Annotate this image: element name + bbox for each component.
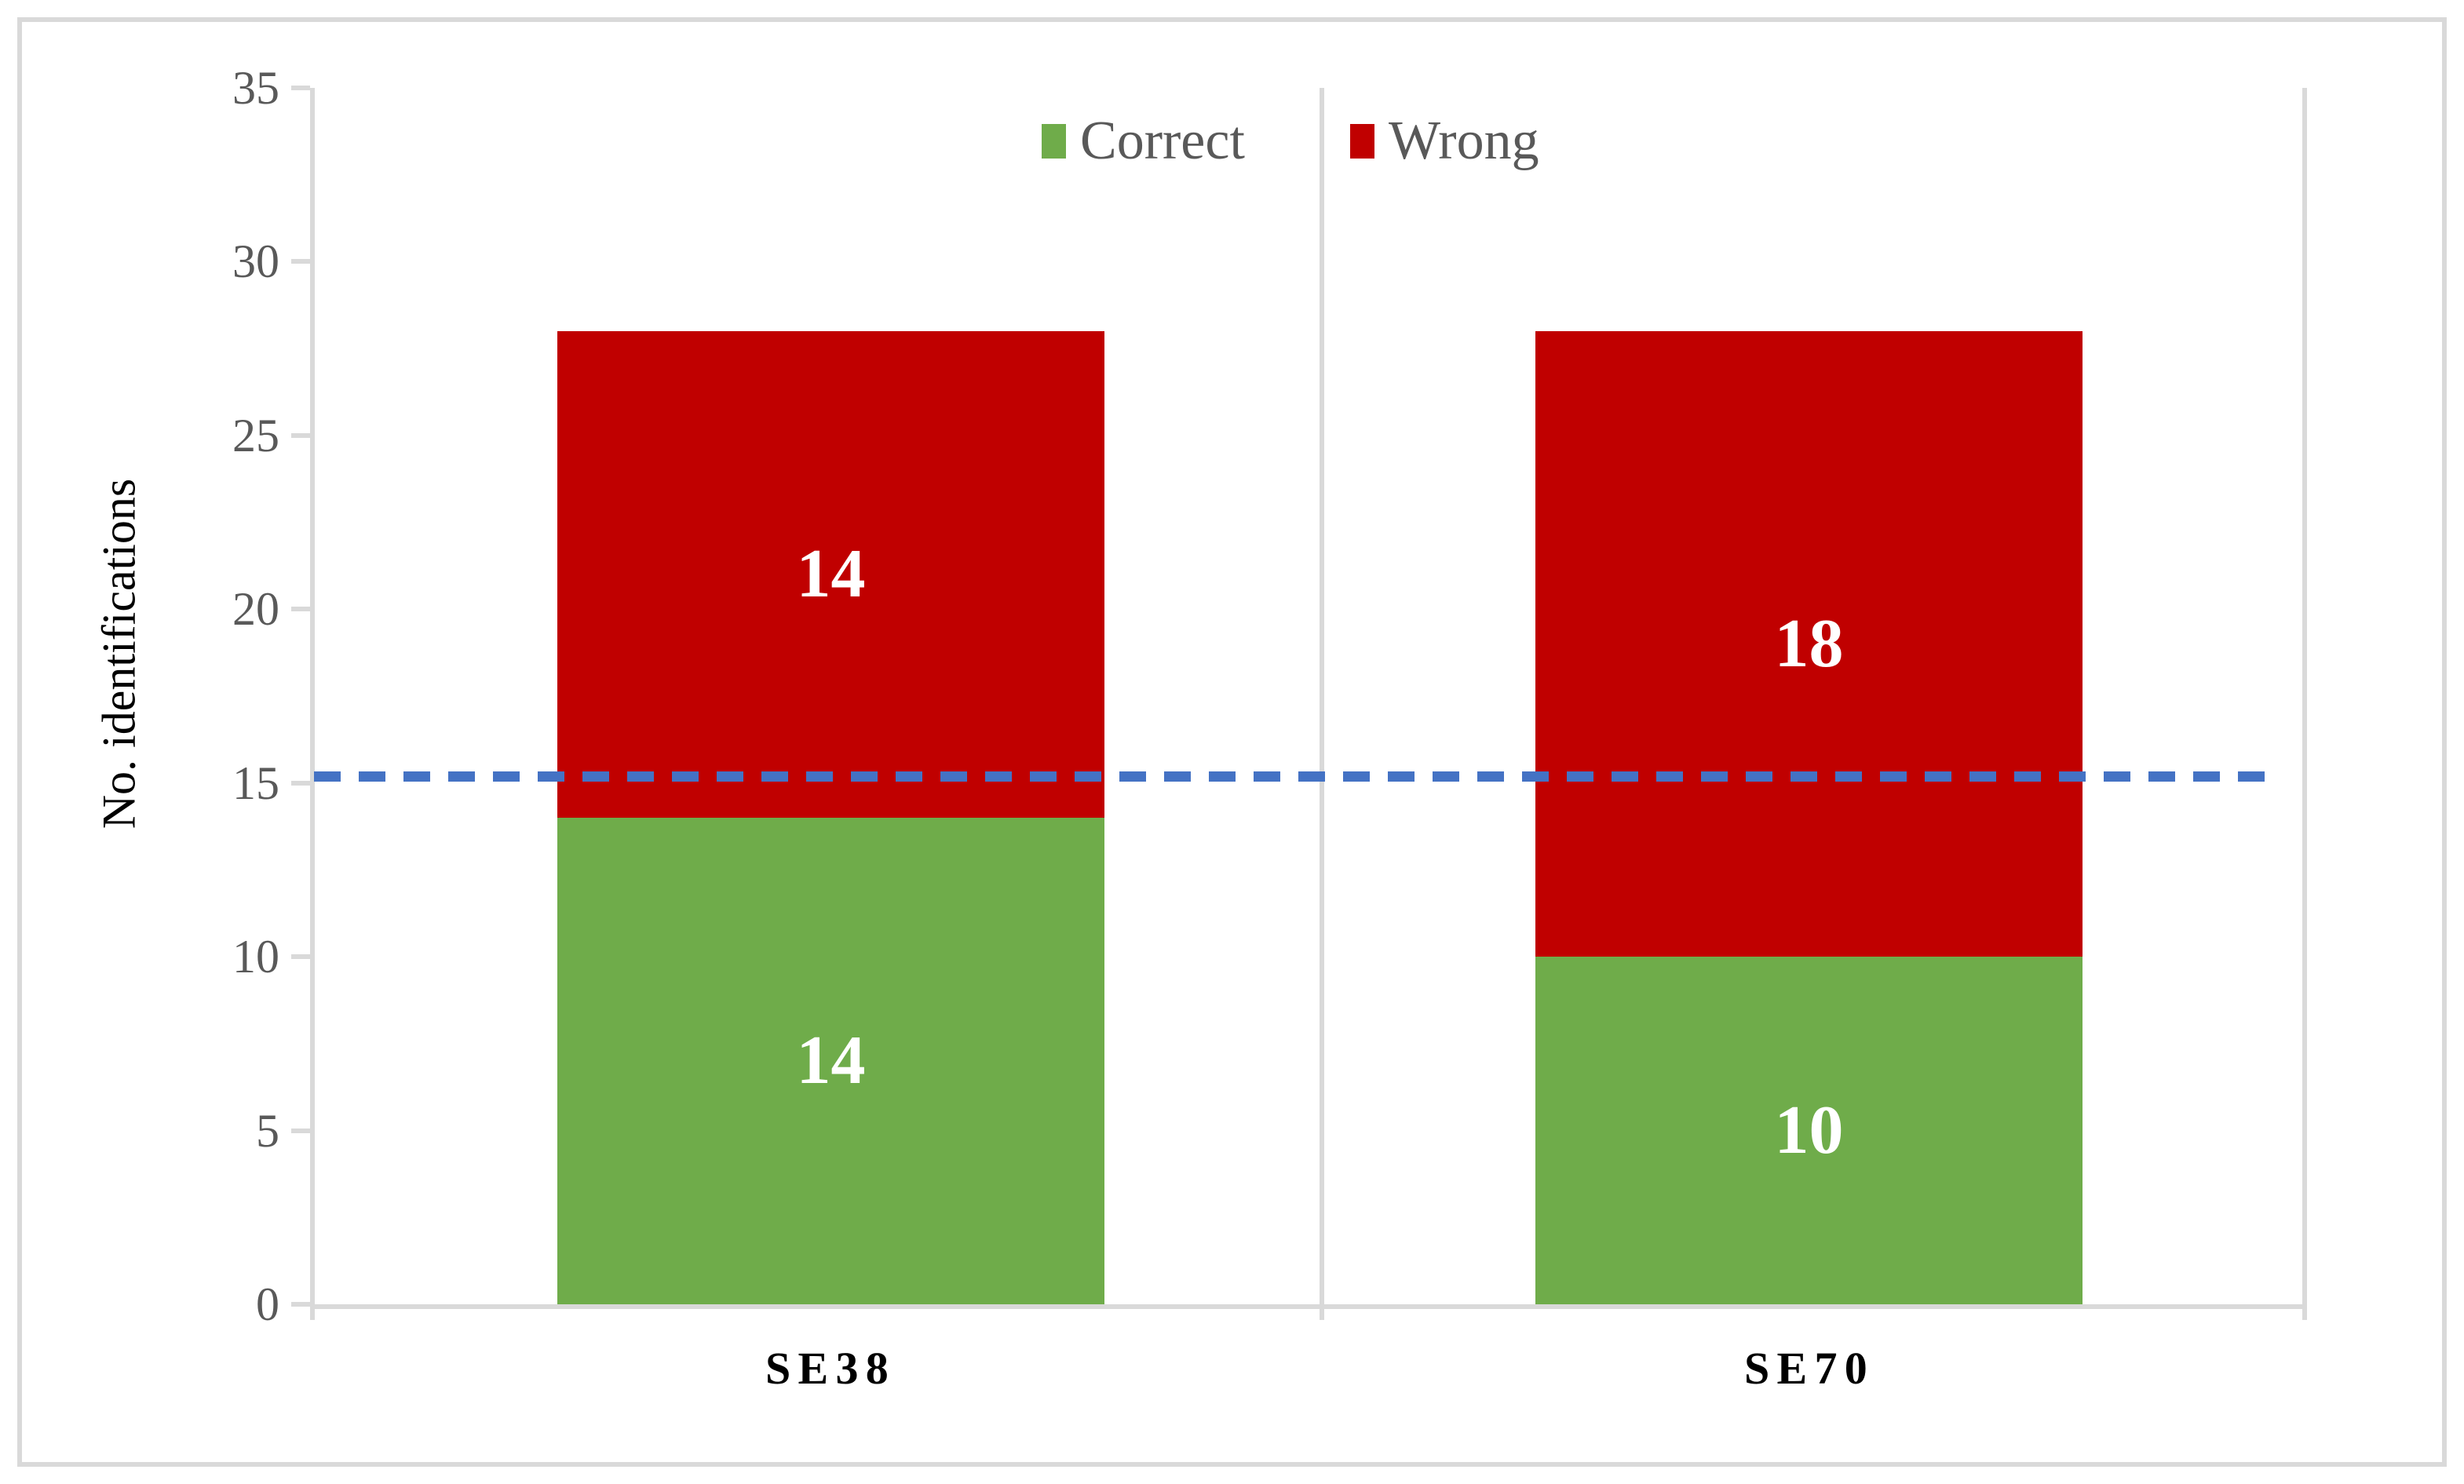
legend-item-wrong: Wrong [1350, 114, 1539, 169]
tick-mark [291, 607, 310, 611]
legend-swatch-correct [1042, 124, 1066, 159]
legend-item-correct: Correct [1042, 114, 1245, 169]
y-tick-label: 30 [232, 235, 279, 287]
y-tick-label: 10 [232, 931, 279, 983]
segment-correct-se38: 14 [557, 818, 1104, 1304]
y-tick-label: 5 [256, 1105, 279, 1157]
tick-mark [291, 86, 310, 90]
x-axis-line [310, 1304, 2307, 1309]
legend-swatch-wrong [1350, 124, 1374, 159]
data-label-correct-se38: 14 [796, 1023, 866, 1099]
segment-wrong-se70: 18 [1535, 331, 2083, 957]
data-label-wrong-se38: 14 [796, 536, 866, 612]
bar-se38: 14 14 [557, 331, 1104, 1304]
tick-mark [291, 1128, 310, 1133]
y-tick-label: 15 [232, 757, 279, 809]
category-separator-gridline [1320, 88, 1324, 1320]
data-label-correct-se70: 10 [1774, 1092, 1844, 1169]
threshold-line [314, 771, 2280, 782]
tick-mark [291, 954, 310, 959]
tick-mark [291, 259, 310, 264]
tick-mark [291, 433, 310, 438]
y-tick-label: 25 [232, 410, 279, 461]
plot-right-edge-line [2302, 88, 2307, 1320]
legend-label-correct: Correct [1080, 111, 1245, 171]
data-label-wrong-se70: 18 [1774, 605, 1844, 682]
segment-correct-se70: 10 [1535, 957, 2083, 1304]
segment-wrong-se38: 14 [557, 331, 1104, 818]
y-tick-label: 20 [232, 583, 279, 635]
y-axis-line [310, 88, 315, 1320]
tick-mark [291, 1302, 310, 1307]
y-tick-label: 0 [256, 1278, 279, 1330]
bar-se70: 18 10 [1535, 331, 2083, 1304]
tick-mark [291, 781, 310, 786]
y-axis-title: No. identifications [93, 478, 145, 830]
x-category-label-se70: SE70 [1743, 1343, 1875, 1394]
x-category-label-se38: SE38 [765, 1343, 896, 1394]
legend-label-wrong: Wrong [1389, 111, 1539, 171]
y-tick-label: 35 [232, 62, 279, 114]
